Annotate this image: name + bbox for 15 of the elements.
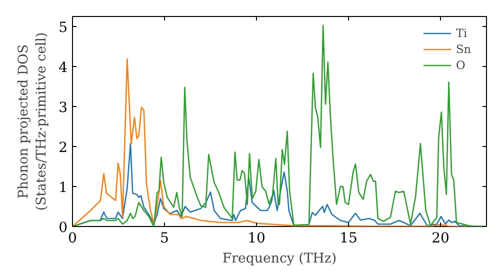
y-tick-label: 0 xyxy=(58,220,68,236)
y-tick-label: 4 xyxy=(58,60,68,76)
y-axis-title: Phonon projected DOS (States/THz·primitive cell) xyxy=(16,32,50,211)
x-tick-label: 15 xyxy=(340,230,358,246)
y-tick-label: 3 xyxy=(58,100,68,116)
y-tick-label: 2 xyxy=(58,140,68,156)
x-axis-title: Frequency (THz) xyxy=(222,252,337,266)
legend-label: Ti xyxy=(456,26,468,40)
x-tick-label: 5 xyxy=(160,230,169,246)
x-tick-label: 20 xyxy=(432,230,450,246)
x-tick-label: 10 xyxy=(248,230,266,246)
y-tick-label: 1 xyxy=(58,180,68,196)
legend-label: O xyxy=(456,58,466,72)
y-tick-label: 5 xyxy=(58,20,68,36)
legend-label: Sn xyxy=(456,42,472,56)
